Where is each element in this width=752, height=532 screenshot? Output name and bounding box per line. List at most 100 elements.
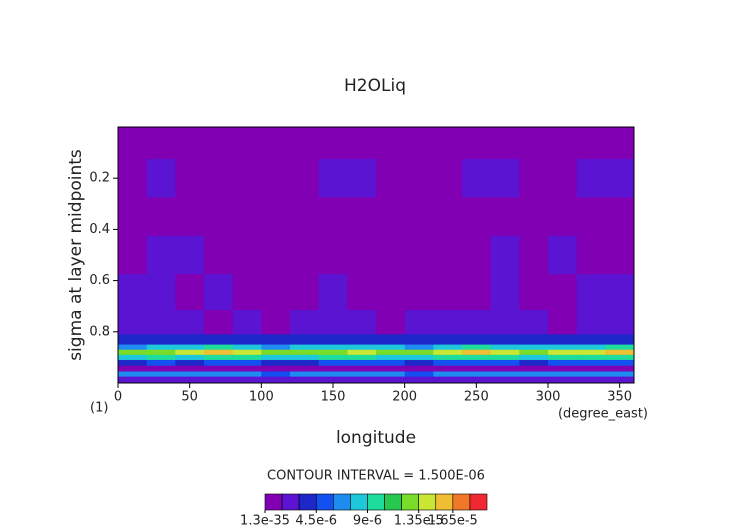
contour-cell (290, 127, 320, 160)
contour-cell (232, 349, 262, 356)
contour-cell (261, 197, 291, 237)
contour-cell (548, 365, 578, 372)
contour-cell (290, 365, 320, 372)
corner-label: (1) (90, 401, 108, 416)
contour-cell (261, 159, 291, 198)
contour-cell (490, 365, 520, 372)
colorbar-cell (401, 493, 419, 511)
contour-cell (118, 354, 148, 361)
x-axis-label: longitude (336, 428, 416, 448)
contour-cell (519, 365, 549, 372)
contour-cell (175, 334, 205, 346)
contour-cell (347, 376, 377, 384)
contour-cell (118, 344, 148, 351)
contour-cell (433, 274, 463, 311)
contour-cell (204, 344, 234, 351)
contour-cell (605, 371, 635, 378)
contour-cell (548, 371, 578, 378)
contour-cell (576, 334, 606, 346)
contour-cell (376, 359, 406, 367)
contour-cell (118, 127, 148, 160)
contour-cell (605, 127, 635, 160)
contour-cell (290, 349, 320, 356)
contour-cell (290, 344, 320, 351)
contour-cell (433, 159, 463, 198)
contour-cell (548, 159, 578, 198)
contour-cell (404, 349, 434, 356)
colorbar-cell (384, 493, 402, 511)
colorbar-tick-label: 9e-6 (353, 514, 382, 529)
contour-cell (519, 235, 549, 275)
contour-cell (261, 127, 291, 160)
contour-cell (175, 310, 205, 335)
contour-cell (146, 359, 176, 367)
contour-cell (462, 365, 492, 372)
contour-cell (232, 334, 262, 346)
contour-cell (146, 371, 176, 378)
contour-cell (261, 334, 291, 346)
contour-cell (290, 371, 320, 378)
contour-cell (204, 371, 234, 378)
contour-cell (376, 376, 406, 384)
contour-cell (118, 159, 148, 198)
contour-cell (576, 235, 606, 275)
contour-cell (347, 235, 377, 275)
contour-cell (146, 197, 176, 237)
contour-cell (347, 365, 377, 372)
x-tick-label: 250 (464, 390, 489, 405)
contour-cell (519, 354, 549, 361)
contour-cell (490, 371, 520, 378)
colorbar-cell (350, 493, 368, 511)
contour-cell (261, 235, 291, 275)
contour-cell (490, 127, 520, 160)
colorbar-tick-label: 1.3e-35 (240, 514, 290, 529)
contour-cell (118, 371, 148, 378)
contour-cell (261, 376, 291, 384)
contour-cell (376, 197, 406, 237)
contour-cell (433, 365, 463, 372)
contour-cell (605, 344, 635, 351)
contour-cell (347, 354, 377, 361)
contour-cell (318, 344, 348, 351)
contour-cell (605, 334, 635, 346)
contour-cell (290, 310, 320, 335)
contour-cell (404, 159, 434, 198)
contour-cell (175, 197, 205, 237)
contour-cell (232, 359, 262, 367)
colorbar-cell (469, 493, 488, 511)
contour-cell (175, 354, 205, 361)
contour-cell (347, 127, 377, 160)
contour-cell (576, 354, 606, 361)
contour-cell (376, 371, 406, 378)
contour-cell (204, 197, 234, 237)
contour-cell (290, 359, 320, 367)
contour-cell (462, 235, 492, 275)
contour-cell (519, 274, 549, 311)
contour-cell (318, 334, 348, 346)
x-tick-label: 100 (249, 390, 274, 405)
contour-cell (118, 365, 148, 372)
contour-cell (232, 197, 262, 237)
contour-interval: CONTOUR INTERVAL = 1.500E-06 (267, 469, 485, 484)
contour-cell (548, 349, 578, 356)
contour-cell (261, 359, 291, 367)
contour-cell (404, 365, 434, 372)
contour-cell (519, 334, 549, 346)
contour-cell (261, 371, 291, 378)
contour-cell (376, 159, 406, 198)
contour-cell (605, 159, 635, 198)
contour-cell (146, 365, 176, 372)
contour-cell (605, 310, 635, 335)
contour-cell (232, 127, 262, 160)
contour-cell (548, 310, 578, 335)
contour-cell (204, 127, 234, 160)
contour-cell (576, 371, 606, 378)
contour-cell (347, 371, 377, 378)
contour-cell (433, 344, 463, 351)
contour-cell (318, 310, 348, 335)
contour-cell (490, 354, 520, 361)
contour-cell (433, 127, 463, 160)
contour-cell (490, 334, 520, 346)
x-tick-label: 350 (607, 390, 632, 405)
contour-cell (548, 359, 578, 367)
